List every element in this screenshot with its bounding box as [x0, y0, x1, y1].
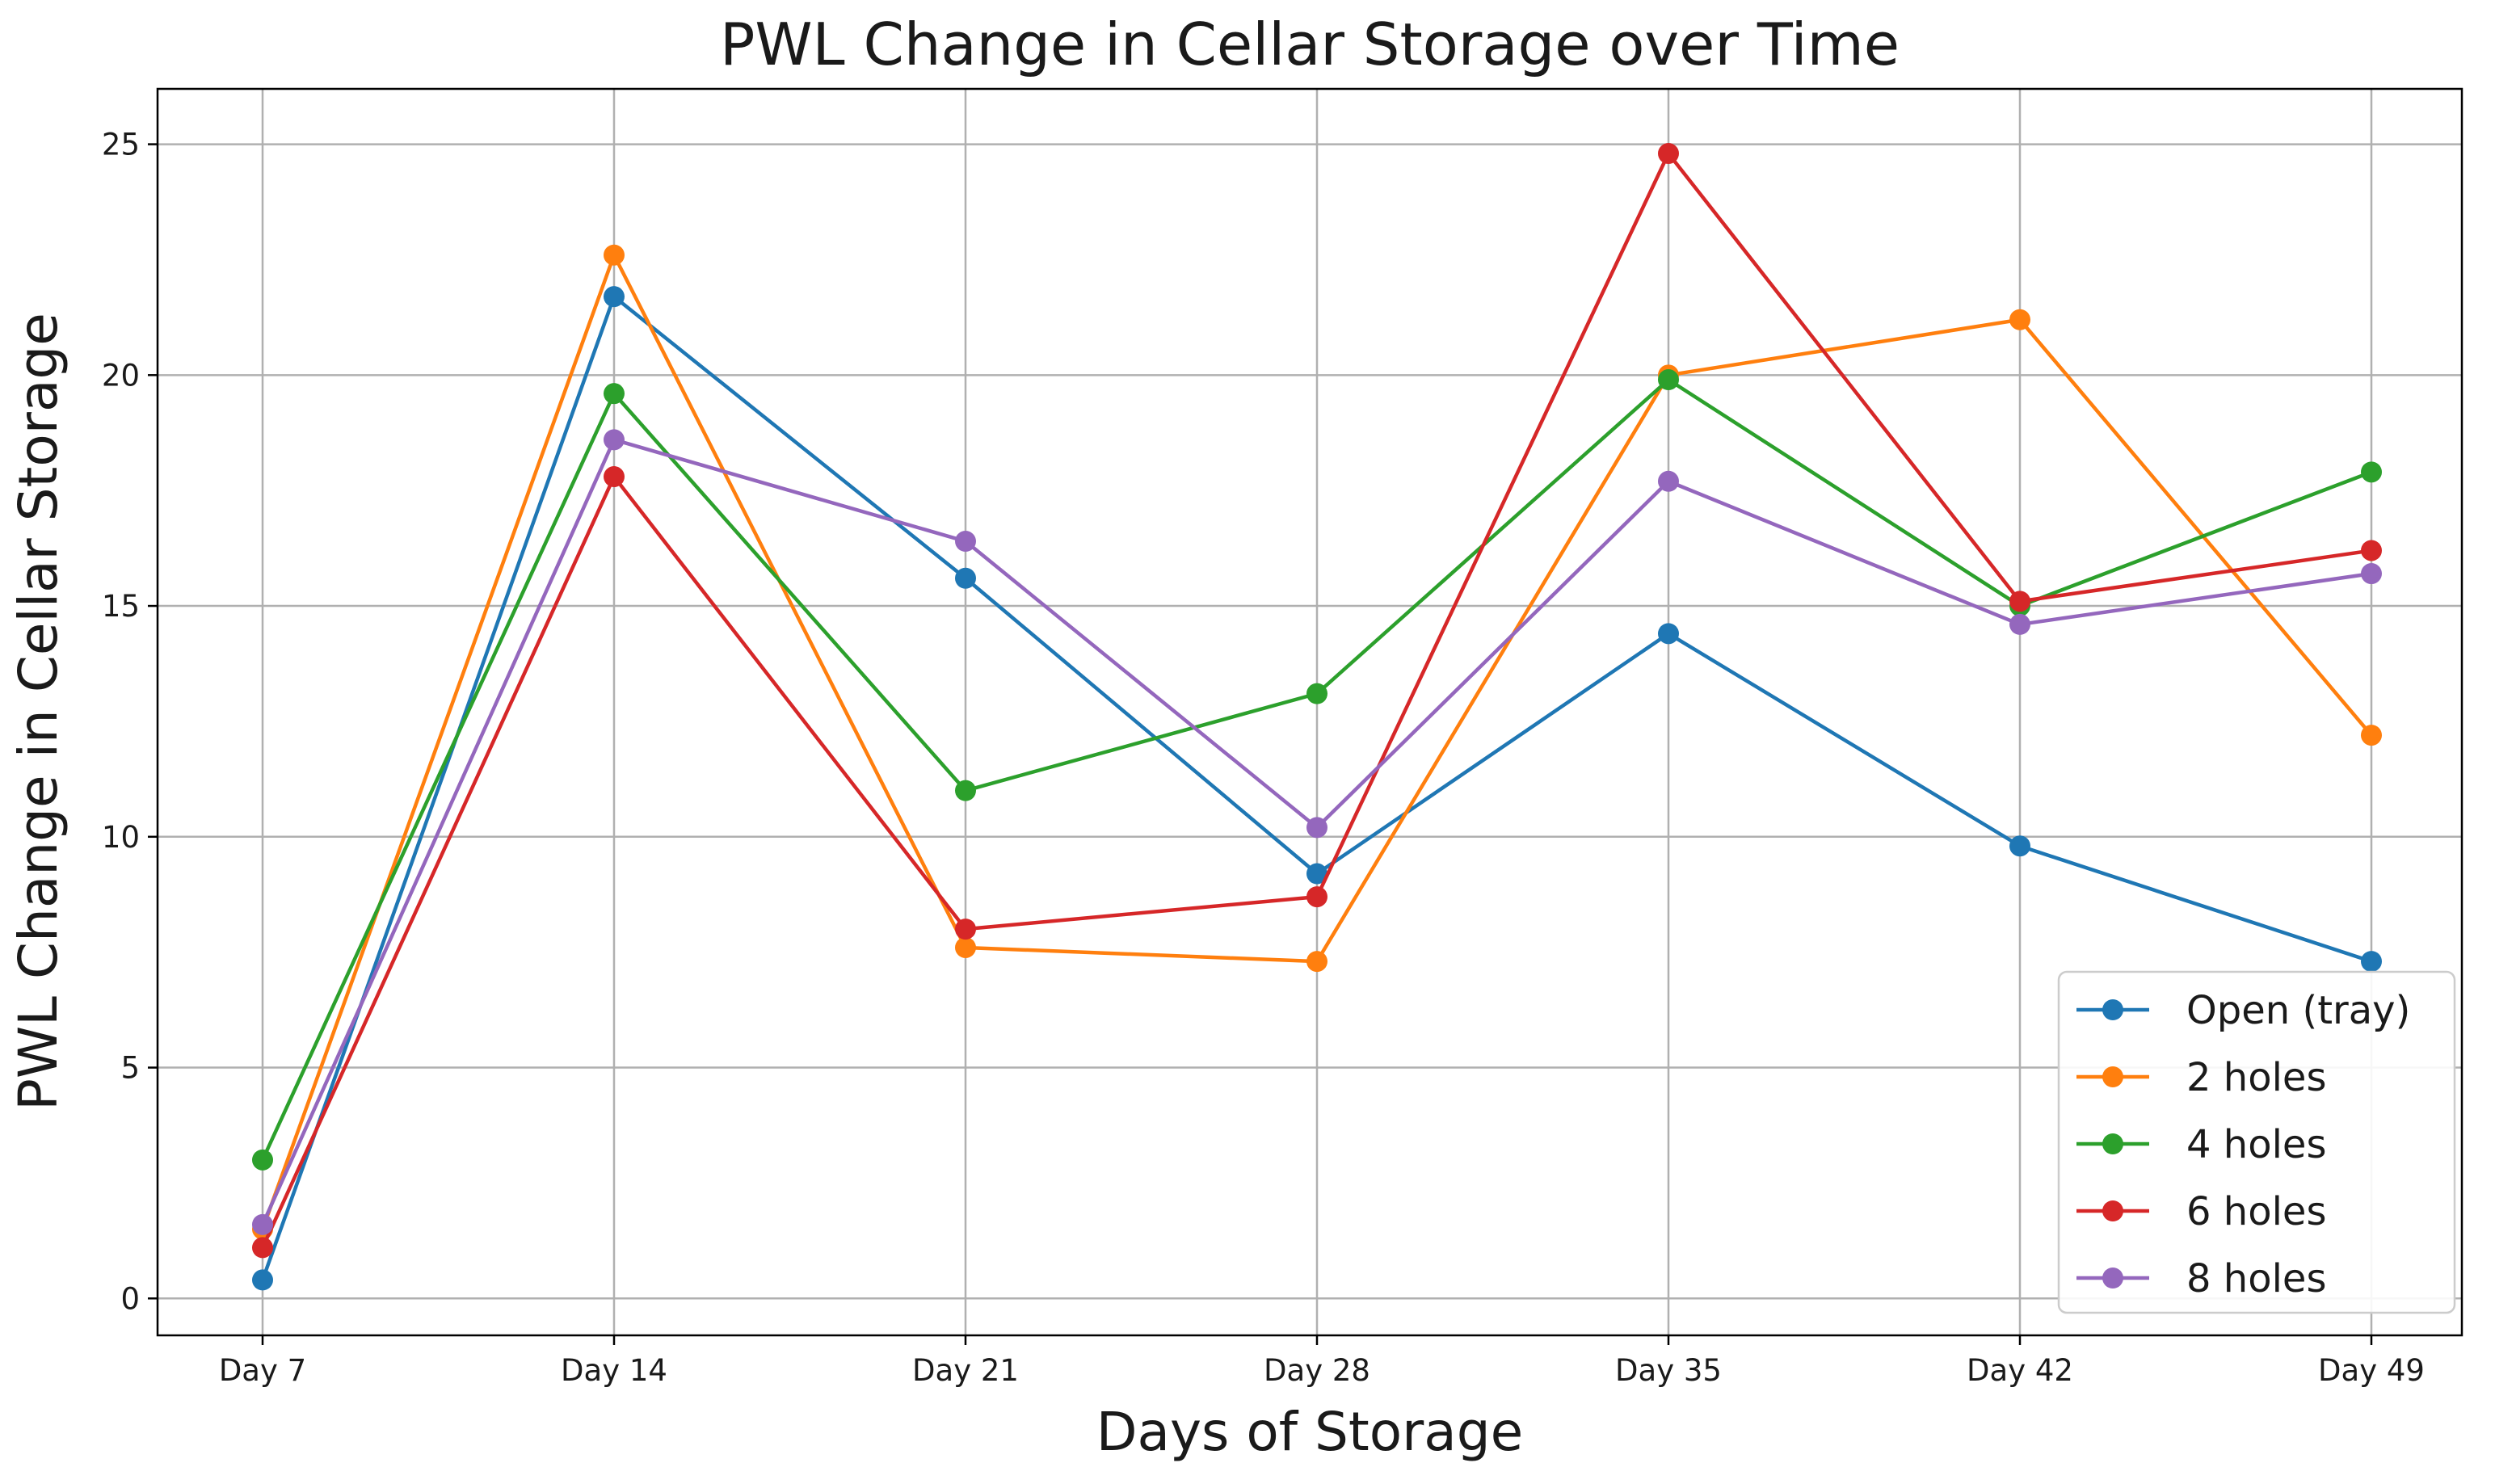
x-axis-ticks: Day 7 Day 14 Day 21 Day 28 Day 35 Day 42 Day 4… — [219, 1335, 2425, 1388]
legend-item-open-tray: Open (tray) — [2076, 988, 2410, 1033]
y-tick-label: 0 — [120, 1281, 140, 1316]
y-tick-label: 5 — [120, 1051, 140, 1086]
grid-lines — [158, 89, 2462, 1335]
x-axis-title: Days of Storage — [1096, 1401, 1524, 1463]
legend-item-6-holes: 6 holes — [2076, 1189, 2326, 1234]
x-tick-label: Day 35 — [1615, 1353, 1722, 1388]
data-point-6-holes — [604, 466, 625, 488]
data-point-8-holes — [252, 1213, 273, 1235]
y-axis-title: PWL Change in Cellar Storage — [7, 313, 69, 1111]
y-tick-label: 10 — [102, 820, 140, 855]
data-point-2-holes — [604, 244, 625, 266]
data-point-2-holes — [1306, 951, 1327, 973]
data-point-open-tray — [252, 1269, 273, 1291]
legend-marker — [2102, 1066, 2123, 1087]
data-point-6-holes — [1306, 886, 1327, 908]
data-point-open-tray — [1658, 623, 1679, 645]
legend-label: 6 holes — [2186, 1189, 2326, 1234]
legend: Open (tray) 2 holes 4 holes 6 holes 8 holes — [2057, 970, 2456, 1314]
legend-frame — [2057, 970, 2456, 1314]
data-point-open-tray — [2009, 835, 2030, 857]
data-point-6-holes — [2361, 540, 2382, 561]
data-point-2-holes — [2361, 725, 2382, 746]
data-point-8-holes — [1658, 470, 1679, 492]
data-point-8-holes — [2361, 563, 2382, 585]
data-point-8-holes — [2009, 613, 2030, 635]
series-open-tray — [252, 286, 2382, 1291]
legend-marker — [2102, 999, 2123, 1020]
data-point-8-holes — [604, 429, 625, 451]
data-point-4-holes — [955, 780, 976, 801]
legend-item-2-holes: 2 holes — [2076, 1055, 2326, 1100]
x-tick-label: Day 49 — [2318, 1353, 2425, 1388]
x-tick-label: Day 28 — [1264, 1353, 1370, 1388]
data-point-open-tray — [604, 286, 625, 308]
y-tick-label: 15 — [102, 589, 140, 624]
data-point-6-holes — [2009, 591, 2030, 612]
legend-item-4-holes: 4 holes — [2076, 1122, 2326, 1167]
series-lines — [252, 143, 2382, 1291]
data-point-2-holes — [2009, 309, 2030, 330]
data-point-4-holes — [1658, 369, 1679, 391]
data-point-4-holes — [2361, 461, 2382, 483]
legend-marker — [2102, 1267, 2123, 1289]
x-tick-label: Day 7 — [219, 1353, 306, 1388]
legend-label: Open (tray) — [2186, 988, 2410, 1033]
data-point-open-tray — [1306, 863, 1327, 885]
data-point-6-holes — [1658, 143, 1679, 165]
series-8-holes — [252, 429, 2382, 1235]
legend-marker — [2102, 1200, 2123, 1221]
data-point-4-holes — [604, 383, 625, 405]
y-tick-label: 20 — [102, 358, 140, 393]
y-tick-label: 25 — [102, 128, 140, 162]
data-point-4-holes — [252, 1149, 273, 1171]
legend-label: 8 holes — [2186, 1256, 2326, 1301]
legend-label: 2 holes — [2186, 1055, 2326, 1100]
data-point-8-holes — [1306, 817, 1327, 839]
data-point-4-holes — [1306, 683, 1327, 704]
legend-marker — [2102, 1133, 2123, 1154]
x-tick-label: Day 42 — [1967, 1353, 2073, 1388]
data-point-8-holes — [955, 531, 976, 553]
y-axis-ticks: 0 5 10 15 20 25 — [102, 128, 158, 1316]
x-tick-label: Day 14 — [561, 1353, 667, 1388]
legend-item-8-holes: 8 holes — [2076, 1256, 2326, 1301]
data-point-2-holes — [955, 936, 976, 958]
series-6-holes — [252, 143, 2382, 1259]
data-point-6-holes — [955, 919, 976, 940]
legend-label: 4 holes — [2186, 1122, 2326, 1167]
chart-title: PWL Change in Cellar Storage over Time — [720, 11, 1900, 78]
plot-frame — [156, 87, 2463, 1337]
data-point-open-tray — [2361, 951, 2382, 973]
x-tick-label: Day 21 — [912, 1353, 1019, 1388]
data-point-6-holes — [252, 1237, 273, 1259]
data-point-open-tray — [955, 567, 976, 589]
